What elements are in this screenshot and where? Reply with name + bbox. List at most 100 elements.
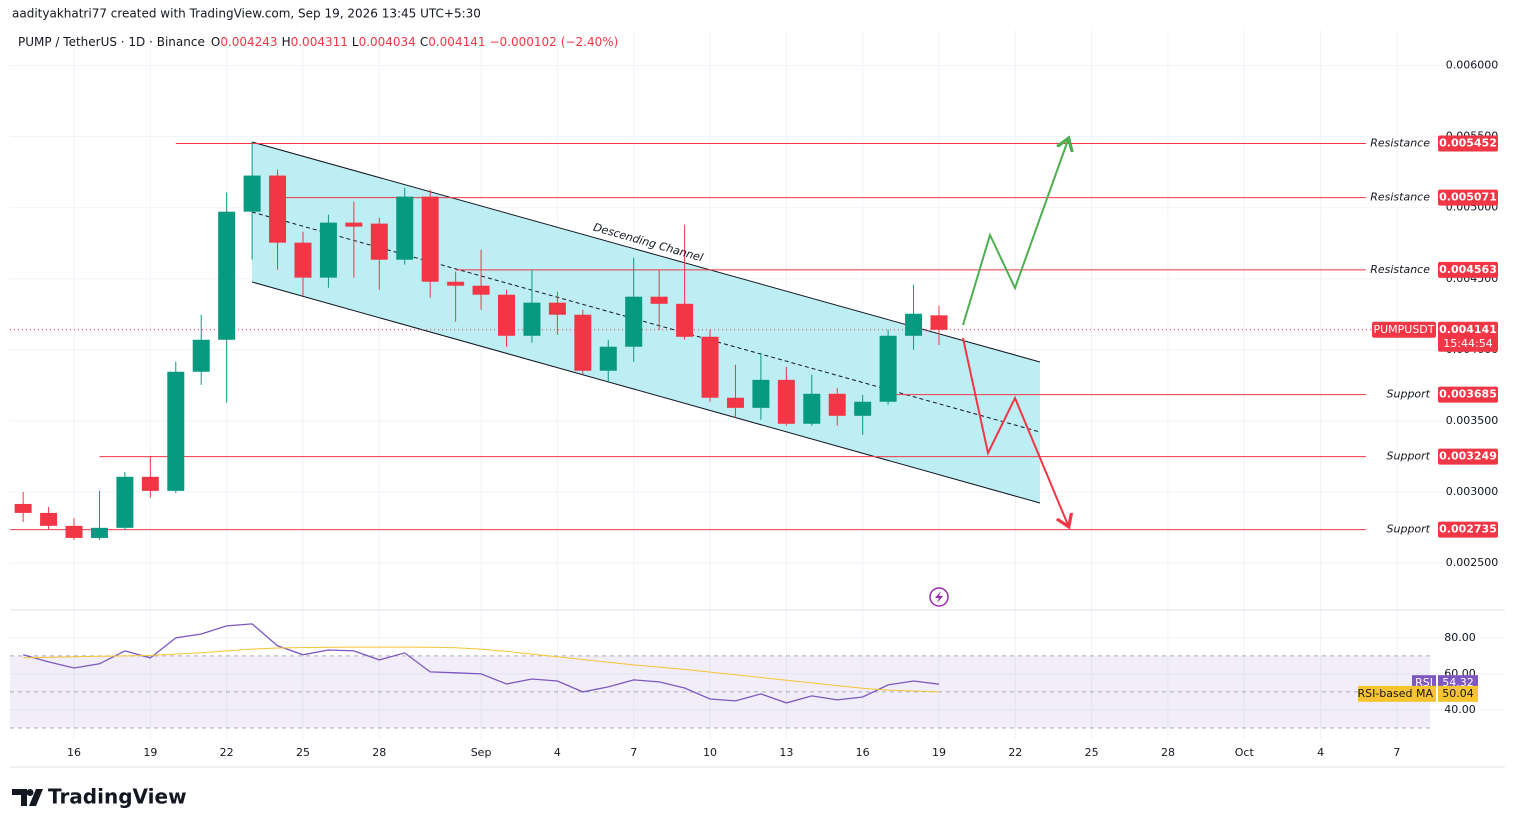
x-tick-label: 19 bbox=[932, 746, 946, 759]
x-tick-label: 4 bbox=[1317, 746, 1324, 759]
candle-body bbox=[854, 401, 872, 416]
candle-body bbox=[548, 302, 566, 315]
last-price: 0.004141 bbox=[1439, 323, 1497, 336]
watermark: aadityakhatri77 created with TradingView… bbox=[12, 7, 481, 21]
candle-body bbox=[40, 512, 58, 526]
l-value: 0.004034 bbox=[359, 35, 416, 49]
x-tick-label: 22 bbox=[1008, 746, 1022, 759]
level-price-box bbox=[1438, 135, 1498, 152]
x-tick-label: 16 bbox=[67, 746, 81, 759]
level-tag: Support bbox=[1387, 388, 1431, 401]
o-letter: O bbox=[211, 35, 220, 49]
c-value: 0.004141 bbox=[428, 35, 485, 49]
x-tick-label: 10 bbox=[703, 746, 717, 759]
level-price-box bbox=[1438, 189, 1498, 206]
candle-body bbox=[879, 335, 897, 402]
candle-body bbox=[370, 223, 388, 260]
levels bbox=[10, 142, 1430, 531]
level-price: 0.005071 bbox=[1439, 191, 1497, 204]
candle-body bbox=[676, 303, 694, 337]
candle-body bbox=[905, 313, 923, 336]
level-price-box bbox=[1438, 521, 1498, 538]
legend-name: RSI-based MA bbox=[1357, 687, 1433, 700]
legend-value-box bbox=[1438, 685, 1478, 702]
y-tick-label: 0.002500 bbox=[1446, 556, 1499, 569]
candle-body bbox=[701, 336, 719, 398]
event-icon[interactable] bbox=[929, 587, 949, 607]
x-tick-label: 7 bbox=[630, 746, 637, 759]
y-tick-label: 0.003000 bbox=[1446, 485, 1499, 498]
rsi-tick-label: 40.00 bbox=[1444, 703, 1476, 716]
candle-body bbox=[218, 211, 236, 340]
candle-body bbox=[243, 175, 261, 212]
x-tick-label: 16 bbox=[856, 746, 870, 759]
candle-body bbox=[625, 296, 643, 347]
rsi-band bbox=[10, 655, 1430, 728]
level-tag-bg bbox=[1366, 522, 1430, 537]
level-price: 0.003249 bbox=[1439, 450, 1497, 463]
level-price-box bbox=[1438, 386, 1498, 403]
candle-body bbox=[650, 296, 668, 304]
level-price: 0.004563 bbox=[1439, 263, 1497, 276]
symbol-tag: PUMPUSDT bbox=[1373, 323, 1434, 336]
candle-body bbox=[523, 302, 541, 336]
candle-body bbox=[421, 196, 439, 282]
bullish-projection bbox=[962, 140, 1068, 326]
rsi-line bbox=[22, 623, 940, 704]
level-tag: Resistance bbox=[1370, 191, 1430, 204]
event-bolt bbox=[935, 591, 943, 603]
h-letter: H bbox=[282, 35, 291, 49]
level-tag: Resistance bbox=[1370, 136, 1430, 149]
l-letter: L bbox=[352, 35, 359, 49]
candles bbox=[14, 141, 948, 540]
candle-body bbox=[65, 525, 83, 538]
candle-body bbox=[447, 281, 465, 286]
change-pct: (−2.40%) bbox=[561, 35, 619, 49]
level-tag-bg bbox=[1366, 387, 1430, 402]
logo[interactable]: TradingView bbox=[48, 785, 187, 809]
c-letter: C bbox=[420, 35, 428, 49]
x-tick-label: 22 bbox=[220, 746, 234, 759]
symbol-box bbox=[1372, 321, 1436, 338]
candle-body bbox=[472, 285, 490, 295]
candle-body bbox=[141, 476, 159, 491]
x-tick-label: 25 bbox=[296, 746, 310, 759]
level-price-box bbox=[1438, 261, 1498, 278]
x-tick-label: Sep bbox=[471, 746, 492, 759]
x-tick-label: 13 bbox=[779, 746, 793, 759]
level-tag-bg bbox=[1366, 262, 1430, 277]
channel-lower bbox=[251, 281, 1041, 504]
candle-body bbox=[116, 476, 134, 528]
candle-body bbox=[269, 175, 287, 243]
candle-body bbox=[752, 379, 770, 408]
level-tag: Support bbox=[1387, 523, 1431, 536]
candle-body bbox=[345, 222, 363, 227]
candle-body bbox=[90, 527, 108, 538]
axes: 16 19 22 25 28 Sep 4 7 10 13 16 19 22 25 28 Oct 4 7 0.0025… bbox=[67, 59, 1498, 759]
level-tag-bg bbox=[1366, 449, 1430, 464]
level-tag-bg bbox=[1366, 136, 1430, 151]
level-tag: Support bbox=[1387, 450, 1431, 463]
candle-body bbox=[14, 503, 32, 513]
h-value: 0.004311 bbox=[291, 35, 348, 49]
legend-name-box bbox=[1358, 685, 1436, 702]
bearish-projection bbox=[962, 337, 1068, 525]
level-tag: Resistance bbox=[1370, 263, 1430, 276]
level-tag-bg bbox=[1366, 190, 1430, 205]
y-tick-label: 0.006000 bbox=[1446, 59, 1499, 72]
candle-body bbox=[574, 314, 592, 371]
x-tick-label: 28 bbox=[372, 746, 386, 759]
x-tick-label: 4 bbox=[554, 746, 561, 759]
candle-body bbox=[319, 222, 337, 278]
candle-body bbox=[498, 294, 516, 336]
x-tick-label: 7 bbox=[1393, 746, 1400, 759]
logo-icon bbox=[12, 789, 43, 806]
candle-body bbox=[828, 393, 846, 416]
candle-body bbox=[803, 393, 821, 424]
candle-body bbox=[167, 371, 185, 491]
candle-body bbox=[294, 242, 312, 278]
candle-body bbox=[192, 339, 210, 372]
symbol-title: PUMP / TetherUS · 1D · Binance bbox=[18, 35, 205, 49]
x-tick-label: 28 bbox=[1161, 746, 1175, 759]
level-price: 0.003685 bbox=[1439, 388, 1497, 401]
